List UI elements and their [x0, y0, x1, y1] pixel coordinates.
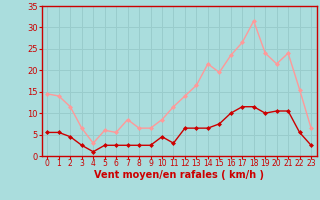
- X-axis label: Vent moyen/en rafales ( km/h ): Vent moyen/en rafales ( km/h ): [94, 170, 264, 180]
